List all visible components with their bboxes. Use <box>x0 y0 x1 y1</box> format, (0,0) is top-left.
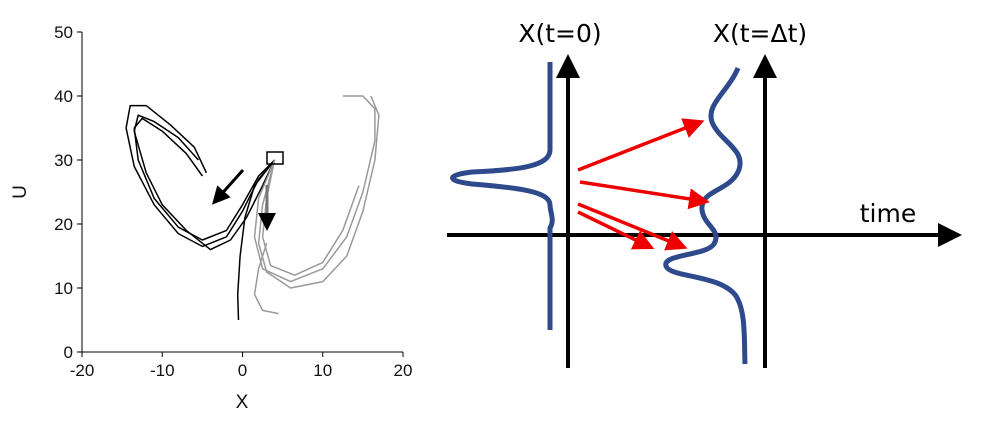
diagram: X(t=0) X(t=Δt) time <box>447 19 962 368</box>
transition-arrow <box>577 118 705 172</box>
trajectory <box>257 95 380 289</box>
y-tick-label: 50 <box>54 23 73 42</box>
x-tick-label: -10 <box>150 361 175 380</box>
x-tick-label: 20 <box>394 361 413 380</box>
trajectory <box>236 159 276 321</box>
y-axis-label: U <box>10 185 31 199</box>
trajectory <box>253 242 279 315</box>
y-tick-label: 0 <box>64 343 73 362</box>
axis-label: time <box>860 199 916 228</box>
x-tick-label: -20 <box>70 361 95 380</box>
x-tick-label: 0 <box>238 361 247 380</box>
right-label: X(t=Δt) <box>713 19 807 48</box>
transition-arrow <box>579 180 710 210</box>
x-axis-label: X <box>236 392 249 413</box>
x-tick-label: 10 <box>313 361 332 380</box>
y-tick-label: 20 <box>54 215 73 234</box>
trajectory <box>253 95 376 283</box>
region-box <box>266 151 284 165</box>
trajectory <box>133 114 276 251</box>
transition-arrow <box>577 210 655 250</box>
transition-arrow <box>577 202 688 251</box>
distribution-curve <box>663 66 748 365</box>
phase-plot: X U -20 -10 0 10 20 0 10 20 30 40 50 <box>10 23 412 413</box>
trajectory <box>125 104 276 248</box>
y-tick-label: 40 <box>54 87 73 106</box>
left-label: X(t=0) <box>518 19 601 48</box>
y-tick-label: 10 <box>54 279 73 298</box>
flow-arrow <box>212 169 245 205</box>
y-tick-label: 30 <box>54 151 73 170</box>
distribution-curve <box>450 62 555 330</box>
trajectory <box>133 117 276 241</box>
